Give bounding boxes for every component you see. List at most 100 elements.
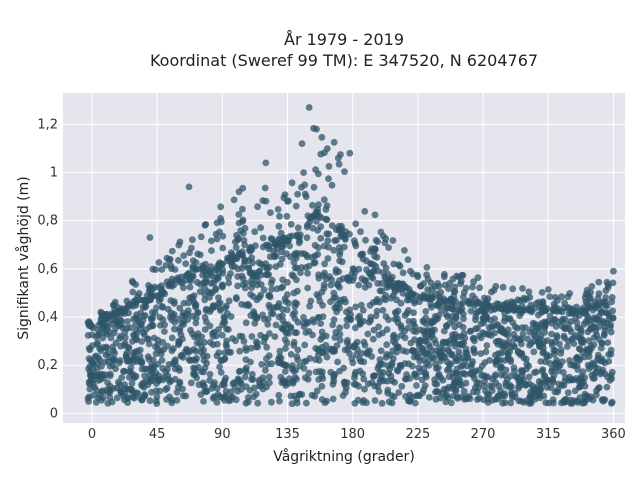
data-point <box>258 361 266 368</box>
data-point <box>222 304 229 312</box>
data-point <box>121 381 128 389</box>
data-point <box>210 304 218 311</box>
data-point <box>537 358 545 365</box>
data-point <box>180 299 188 307</box>
data-point <box>482 348 490 356</box>
data-point <box>594 354 602 362</box>
data-point <box>126 300 133 308</box>
chart-title-line2: Koordinat (Sweref 99 TM): E 347520, N 62… <box>150 51 538 70</box>
data-point <box>255 268 263 276</box>
data-point <box>350 274 358 281</box>
data-point <box>567 328 575 336</box>
data-point <box>305 262 313 270</box>
data-point <box>297 269 304 277</box>
data-point <box>215 349 223 356</box>
data-point <box>382 353 390 361</box>
data-point <box>300 319 308 327</box>
data-point <box>389 292 397 299</box>
data-point <box>378 373 385 380</box>
data-point <box>380 260 388 267</box>
data-point <box>197 233 205 241</box>
data-point <box>268 276 276 284</box>
data-point <box>558 308 566 316</box>
data-point <box>221 393 229 401</box>
data-point <box>315 244 322 252</box>
data-point <box>220 318 228 325</box>
data-point <box>375 387 383 395</box>
data-point <box>212 285 220 292</box>
data-point <box>377 360 384 368</box>
x-tick-label: 90 <box>214 427 231 442</box>
data-point <box>567 318 575 325</box>
data-point <box>549 307 557 315</box>
x-tick-label: 315 <box>536 427 561 442</box>
data-point <box>328 222 336 230</box>
data-point <box>347 315 355 323</box>
data-point <box>89 367 97 374</box>
data-point <box>341 236 349 243</box>
data-point <box>582 308 590 315</box>
data-point <box>546 312 554 320</box>
data-point <box>227 388 235 396</box>
data-point <box>153 304 160 312</box>
data-point <box>298 184 305 191</box>
data-point <box>176 238 184 246</box>
data-point <box>341 346 349 354</box>
data-point <box>422 369 429 377</box>
data-point <box>306 302 313 310</box>
data-point <box>371 397 379 404</box>
data-point <box>545 352 553 360</box>
data-point <box>200 368 207 376</box>
data-point <box>461 396 468 403</box>
data-point <box>460 315 467 323</box>
data-point <box>373 307 381 315</box>
data-point <box>99 394 107 402</box>
data-point <box>201 383 208 390</box>
data-point <box>282 361 290 369</box>
data-point <box>293 399 301 407</box>
data-point <box>532 322 540 329</box>
data-point <box>329 321 337 329</box>
data-point <box>328 345 336 353</box>
data-point <box>598 339 606 347</box>
data-point <box>248 280 256 288</box>
data-point <box>449 275 457 283</box>
data-point <box>445 365 453 373</box>
data-point <box>176 327 184 335</box>
data-point <box>191 333 198 341</box>
data-point <box>519 285 526 292</box>
data-point <box>357 228 364 236</box>
data-point <box>558 293 565 301</box>
data-point <box>471 349 478 357</box>
data-point <box>169 312 177 320</box>
data-point <box>420 327 427 335</box>
data-point <box>113 394 121 402</box>
data-point <box>172 276 180 284</box>
data-point <box>512 373 520 380</box>
data-point <box>333 308 340 316</box>
data-point <box>259 234 267 242</box>
data-point <box>385 398 393 406</box>
data-point <box>491 329 498 337</box>
data-point <box>429 353 436 361</box>
data-point <box>295 239 303 247</box>
data-point <box>423 360 430 367</box>
data-point <box>130 315 137 323</box>
data-point <box>120 367 127 375</box>
data-point <box>377 228 385 236</box>
data-point <box>162 262 170 269</box>
data-point <box>493 300 501 308</box>
data-point <box>191 365 199 373</box>
data-point <box>547 384 555 391</box>
data-point <box>144 297 152 304</box>
data-point <box>458 341 466 349</box>
data-point <box>304 212 312 220</box>
data-point <box>576 355 584 363</box>
data-point <box>161 321 169 329</box>
data-point <box>431 376 438 384</box>
data-point <box>586 395 593 403</box>
data-point <box>304 284 311 292</box>
x-tick-label: 45 <box>149 427 166 442</box>
data-point <box>275 356 282 363</box>
data-point <box>248 254 256 262</box>
